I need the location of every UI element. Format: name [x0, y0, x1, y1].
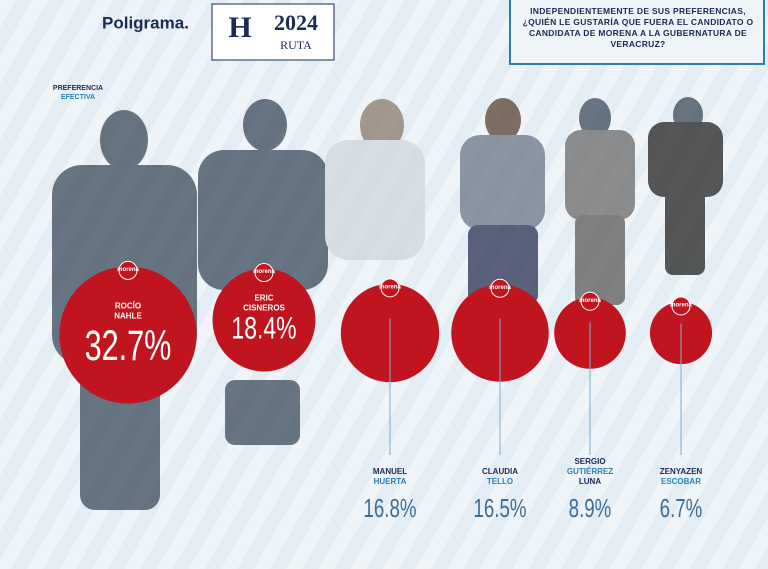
party-badge: [580, 291, 600, 311]
candidate-name: CISNEROS: [243, 303, 285, 312]
value-label: 18.4%: [231, 310, 296, 346]
candidate-name: MANUEL: [373, 467, 407, 476]
question-box: [509, 0, 765, 65]
party-badge: [380, 278, 400, 298]
candidate-name: SERGIO: [574, 457, 605, 466]
candidate-name: TELLO: [487, 477, 513, 486]
value-label: 32.7%: [85, 321, 172, 369]
logo-year: 2024: [274, 10, 318, 35]
party-label: morena: [489, 285, 511, 291]
subtitle: EFECTIVA: [61, 94, 95, 101]
bubble: [59, 266, 197, 404]
party-label: morena: [117, 267, 139, 273]
party-label: morena: [670, 303, 692, 309]
question: INDEPENDIENTEMENTE DE SUS PREFERENCIAS, …: [522, 6, 754, 49]
candidate-name: CLAUDIA: [482, 467, 518, 476]
subtitle: PREFERENCIA: [53, 85, 103, 92]
party-badge: [671, 296, 691, 316]
candidate-name: NAHLE: [114, 311, 142, 320]
bubble: [212, 268, 316, 372]
value-label: 16.8%: [363, 493, 416, 523]
party-badge: [254, 263, 274, 283]
party-label: morena: [579, 298, 601, 304]
party-label: morena: [379, 284, 401, 290]
candidate-name: HUERTA: [374, 477, 407, 486]
candidate-name: ROCÍO: [115, 301, 141, 310]
party-badge: [118, 260, 138, 280]
partner-logo: [211, 3, 335, 61]
logo-label: RUTA: [280, 38, 312, 52]
candidate-name: ZENYAZEN: [660, 467, 703, 476]
value-label: 6.7%: [660, 493, 703, 523]
candidate-name: GUTIÉRREZ: [567, 467, 613, 476]
party-badge: [490, 278, 510, 298]
brand: Poligrama.: [102, 13, 189, 32]
party-label: morena: [253, 269, 275, 275]
value-label: 8.9%: [569, 493, 612, 523]
logo-letter: H: [228, 11, 251, 44]
value-label: 16.5%: [473, 493, 526, 523]
candidate-name: ERIC: [254, 293, 273, 302]
candidate-name: LUNA: [579, 477, 601, 486]
candidate-name: ESCOBAR: [661, 477, 701, 486]
